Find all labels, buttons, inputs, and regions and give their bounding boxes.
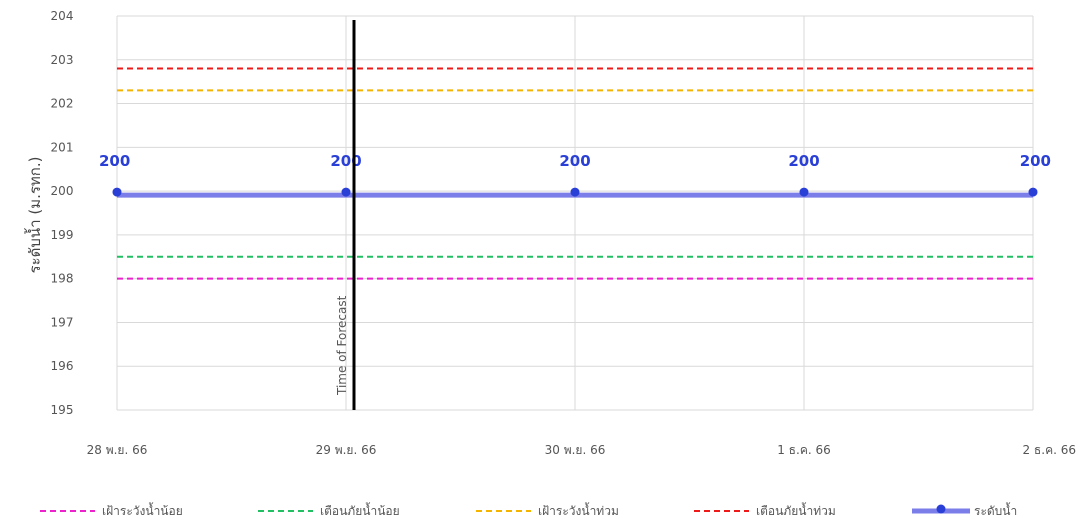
legend-marker [936,504,946,514]
data-label: 200 [330,152,361,170]
x-tick-label: 2 ธ.ค. 66 [1022,443,1076,457]
data-label: 200 [99,152,130,170]
forecast-marker: Time of Forecast [335,20,356,410]
x-tick-label: 29 พ.ย. 66 [316,443,377,457]
y-tick-label: 201 [51,140,74,154]
data-point [799,187,809,197]
data-label: 200 [559,152,590,170]
y-tick-label: 204 [51,9,74,23]
y-tick-label: 195 [51,403,74,417]
reference-lines [117,67,1033,280]
data-point [1028,187,1038,197]
legend-label: เตือนภัยน้ำท่วม [756,502,836,518]
y-tick-label: 203 [51,53,74,67]
y-axis-title: ระดับน้ำ (ม.รทก.) [24,157,44,274]
legend-label: เฝ้าระวังน้ำท่วม [538,502,619,518]
x-tick-label: 30 พ.ย. 66 [545,443,606,457]
x-tick-label: 28 พ.ย. 66 [87,443,148,457]
forecast-time-label: Time of Forecast [335,295,349,396]
x-tick-label: 1 ธ.ค. 66 [777,443,831,457]
y-tick-label: 197 [51,315,74,329]
legend: เฝ้าระวังน้ำน้อย เตือนภัยน้ำน้อย เฝ้าระวัง… [40,502,1017,518]
legend-label: ระดับน้ำ [974,502,1017,518]
legend-label: เฝ้าระวังน้ำน้อย [102,502,183,518]
y-axis-ticks: 195 196 197 198 199 200 201 202 203 204 [51,9,74,417]
data-point [570,187,580,197]
data-label: 200 [1020,152,1051,170]
legend-label: เตือนภัยน้ำน้อย [320,502,400,518]
y-tick-label: 200 [51,184,74,198]
y-tick-label: 198 [51,272,74,286]
y-tick-label: 202 [51,97,74,111]
data-label: 200 [788,152,819,170]
y-tick-label: 199 [51,228,74,242]
y-tick-label: 196 [51,359,74,373]
data-point [341,187,351,197]
grid [116,15,1034,411]
data-point [112,187,122,197]
x-axis-ticks: 28 พ.ย. 66 29 พ.ย. 66 30 พ.ย. 66 1 ธ.ค. 66 2… [87,443,1076,457]
